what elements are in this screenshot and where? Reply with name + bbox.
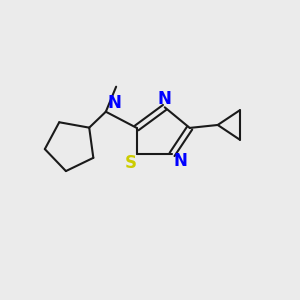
- Text: S: S: [124, 154, 136, 172]
- Text: N: N: [107, 94, 121, 112]
- Text: N: N: [157, 90, 171, 108]
- Text: N: N: [173, 152, 187, 170]
